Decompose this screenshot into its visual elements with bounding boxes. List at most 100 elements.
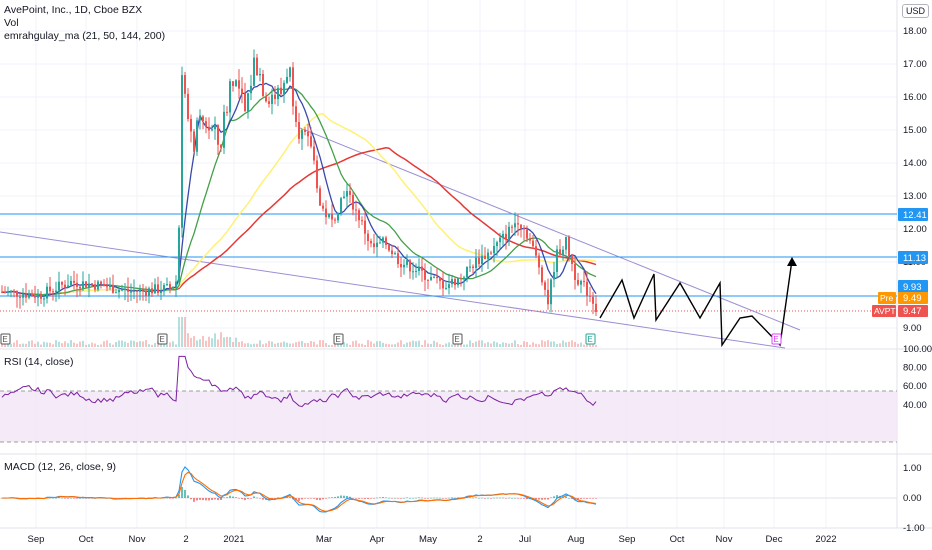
earnings-marker-label: E [159, 335, 164, 344]
main-legend[interactable]: AvePoint, Inc., 1D, Cboe BZX Vol emrahgu… [4, 4, 165, 43]
candle-body [460, 278, 462, 280]
macd-signal-line[interactable] [2, 471, 597, 512]
volume-bar [106, 340, 108, 347]
ma-legend[interactable]: emrahgulay_ma (21, 50, 144, 200) [4, 30, 166, 42]
macd-hist-bar [451, 497, 453, 498]
badge-9-93 [898, 280, 928, 293]
candle-body [526, 229, 528, 239]
candle-body [85, 281, 87, 288]
earnings-marker[interactable] [0, 333, 11, 345]
volume-bar [463, 344, 465, 347]
candle-body [502, 233, 504, 238]
macd-hist-bar [187, 495, 189, 498]
volume-bar [169, 342, 171, 347]
candle-body [223, 111, 225, 148]
volume-bar [427, 343, 429, 347]
volume-bar [103, 341, 105, 347]
volume-bar [148, 344, 150, 347]
volume-bar [346, 343, 348, 347]
volume-bar [517, 344, 519, 347]
earnings-marker[interactable] [585, 333, 596, 345]
currency-button[interactable]: USD [902, 4, 930, 18]
rsi-legend[interactable]: RSI (14, close) [4, 356, 74, 368]
volume-bar [337, 342, 339, 347]
volume-bar [52, 344, 54, 347]
volume-bar [151, 344, 153, 347]
volume-bar [304, 343, 306, 347]
volume-bar [340, 342, 342, 347]
volume-bar [115, 341, 117, 347]
volume-bar [46, 342, 48, 347]
candle-body [490, 252, 492, 254]
macd-hist-bar [433, 497, 435, 499]
macd-hist-bar [544, 498, 546, 500]
price-candles[interactable] [1, 49, 597, 316]
macd-hist-bar [574, 498, 576, 500]
volume-bar [229, 337, 231, 347]
candle-body [229, 81, 231, 113]
earnings-marker[interactable] [157, 333, 168, 345]
badge-pre [898, 292, 928, 304]
earnings-marker[interactable] [452, 333, 463, 345]
macd-legend[interactable]: MACD (12, 26, close, 9) [4, 461, 117, 473]
candle-body [109, 284, 111, 288]
volume-bar [355, 340, 357, 347]
macd-hist-bar [553, 496, 555, 498]
macd-hist-bar [226, 497, 228, 498]
projection-zigzag[interactable] [599, 259, 793, 348]
badge-avpt-text: 9.47 [903, 306, 922, 317]
candle-body [277, 87, 279, 100]
lower-trendline[interactable] [0, 231, 786, 349]
candle-body [307, 131, 309, 137]
candle-body [13, 290, 15, 292]
volume-bar [481, 340, 483, 347]
candle-body [529, 238, 531, 241]
macd-hist-bar [82, 497, 84, 499]
candle-body [487, 252, 489, 260]
candle-body [379, 242, 381, 244]
earnings-marker-label: E [773, 335, 778, 344]
volume-legend[interactable]: Vol [4, 17, 19, 29]
earnings-marker[interactable] [771, 333, 782, 345]
candle-body [322, 205, 324, 209]
volume-bar [295, 342, 297, 347]
candle-body [88, 283, 90, 288]
macd-hist-bar [571, 498, 573, 499]
rsi-line[interactable] [1, 355, 597, 408]
candle-body [484, 255, 486, 260]
volume-bar [316, 344, 318, 347]
time-tick: Nov [129, 534, 146, 545]
volume-bar [589, 343, 591, 347]
badge-pre-text: 9.49 [903, 293, 922, 304]
volume-bar [514, 340, 516, 347]
symbol-title[interactable]: AvePoint, Inc., 1D, Cboe BZX [4, 4, 143, 16]
volume-bar [385, 343, 387, 347]
candle-body [271, 94, 273, 104]
volume-bar [343, 342, 345, 347]
candle-body [208, 126, 210, 131]
volume-bar [541, 340, 543, 347]
earnings-marker[interactable] [333, 333, 344, 345]
macd-hist-bar [361, 498, 363, 499]
macd-hist-bar [514, 497, 516, 499]
time-tick: Oct [79, 534, 94, 545]
candle-body [532, 240, 534, 247]
time-axis[interactable]: Sep Oct Nov 2 2021 Mar Apr May 2 Jul Aug Sep Oct Nov D… [28, 534, 837, 545]
volume-bar [235, 337, 237, 347]
badge-11-13 [898, 251, 928, 264]
macd-hist-bar [181, 486, 183, 498]
candle-body [133, 290, 135, 292]
volume-bar [493, 341, 495, 347]
earnings-marker-label: E [587, 335, 592, 344]
candle-body [247, 93, 249, 112]
candle-body [19, 296, 21, 298]
volume-bar [262, 344, 264, 347]
volume-bar [193, 336, 195, 347]
volume-bar [469, 340, 471, 347]
candle-body [4, 291, 6, 293]
earnings-marker-label: E [335, 335, 340, 344]
candle-body [469, 266, 471, 268]
volume-bar [274, 343, 276, 347]
